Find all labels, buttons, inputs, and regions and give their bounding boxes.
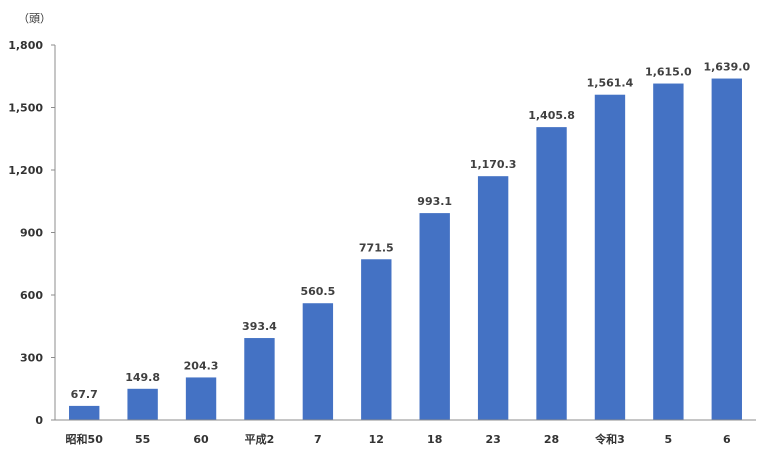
y-tick-label: 900 (20, 227, 43, 240)
y-tick-label: 1,500 (8, 102, 43, 115)
bar (419, 213, 450, 420)
bar-value-label: 67.7 (71, 388, 98, 401)
y-tick-label: 1,200 (8, 164, 43, 177)
x-tick-label: 60 (193, 433, 209, 446)
y-axis-ticks: 0 300 600 900 1,200 1,500 1,800 (8, 39, 55, 427)
bar (536, 127, 567, 420)
x-tick-label: 平成2 (245, 432, 275, 446)
bar-value-label: 771.5 (359, 241, 394, 254)
y-tick-label: 1,800 (8, 39, 43, 52)
bar-value-label: 393.4 (242, 320, 277, 333)
bar-value-label: 993.1 (417, 195, 452, 208)
bar (653, 83, 684, 421)
x-tick-label: 令和3 (594, 432, 625, 446)
y-unit-label: （頭） (18, 12, 51, 25)
x-tick-label: 28 (544, 433, 559, 446)
bar-value-label: 1,405.8 (528, 109, 575, 122)
x-tick-label: 5 (665, 433, 673, 446)
x-tick-label: 7 (314, 433, 322, 446)
bar (361, 259, 392, 420)
bar-value-label: 560.5 (300, 285, 335, 298)
bar (302, 303, 334, 420)
x-tick-label: 18 (427, 433, 442, 446)
data-labels: 67.7 149.8 204.3 393.4 560.5 771.5 993.1 1,170.… (71, 61, 751, 401)
bar-value-label: 149.8 (125, 371, 160, 384)
bar-series (69, 78, 742, 421)
bar-value-label: 1,639.0 (703, 61, 750, 74)
x-axis-ticks: 昭和50 55 60 平成2 7 12 18 23 28 令和3 5 6 (66, 432, 731, 446)
x-tick-label: 12 (369, 433, 384, 446)
y-tick-label: 600 (20, 289, 43, 302)
x-tick-label: 23 (485, 433, 500, 446)
bar (244, 338, 275, 420)
bar (477, 176, 509, 420)
bar (185, 377, 217, 420)
bar (711, 78, 742, 421)
x-tick-label: 55 (135, 433, 150, 446)
x-tick-label: 昭和50 (66, 432, 104, 446)
bar-value-label: 204.3 (184, 359, 219, 372)
bar (69, 405, 100, 420)
bar-value-label: 1,170.3 (470, 158, 517, 171)
bar (127, 388, 158, 420)
x-tick-label: 6 (723, 433, 731, 446)
bar-value-label: 1,615.0 (645, 66, 692, 79)
bar (594, 94, 626, 420)
bar-value-label: 1,561.4 (587, 77, 634, 90)
y-tick-label: 300 (20, 352, 43, 365)
y-tick-label: 0 (35, 414, 43, 427)
